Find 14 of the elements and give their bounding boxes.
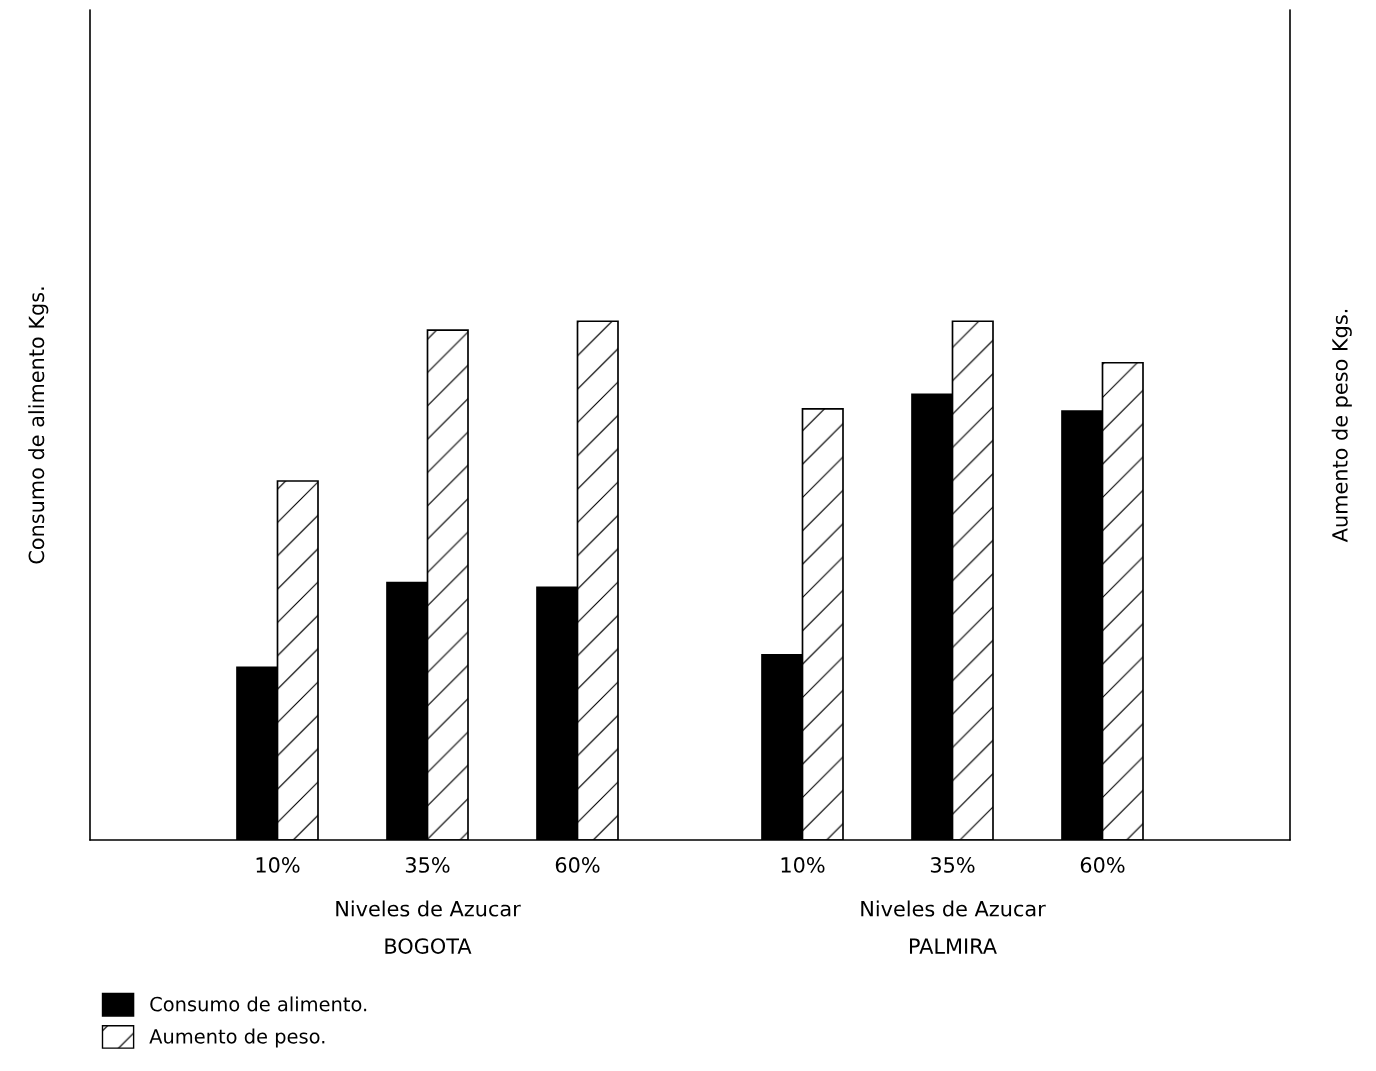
x-tick-label: 35% <box>930 857 975 873</box>
legend-label: Consumo de alimento. <box>150 996 367 1012</box>
text: BOGOTA <box>385 938 472 954</box>
text: Niveles de Azucar <box>861 900 1046 917</box>
x-tick-label: 10% <box>256 857 300 873</box>
text: PALMIRA <box>909 938 997 954</box>
y-axis-title: Consumo de alimento Kgs. <box>28 287 49 564</box>
x-tick-label: 60% <box>555 857 600 873</box>
y2-axis-title: Aumento de peso Kgs. <box>1331 309 1352 543</box>
x-tick-label: 10% <box>781 857 825 873</box>
text: Niveles de Azucar <box>336 900 521 917</box>
legend-label: Aumento de peso. <box>149 1028 325 1048</box>
x-tick-label: 35% <box>405 857 450 873</box>
x-tick-label: 60% <box>1080 857 1125 873</box>
